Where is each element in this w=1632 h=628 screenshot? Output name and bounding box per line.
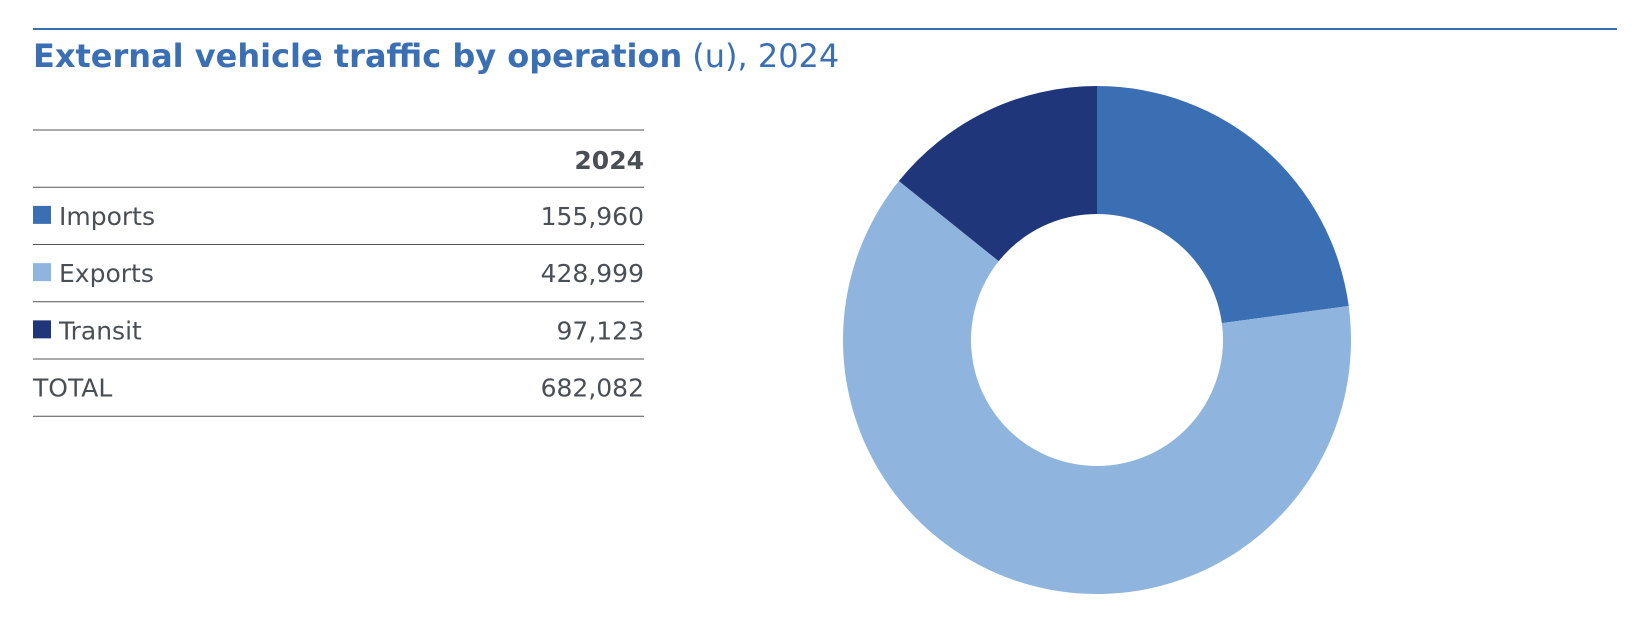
donut-slice — [1097, 86, 1349, 324]
total-label: TOTAL — [32, 374, 112, 403]
row-value: 97,123 — [557, 316, 644, 345]
row-value: 155,960 — [541, 202, 644, 231]
total-value: 682,082 — [541, 374, 644, 403]
legend-swatch — [33, 205, 51, 224]
donut-slice — [898, 86, 1097, 262]
legend-swatch — [33, 320, 51, 339]
title-suffix: (u), 2024 — [692, 37, 839, 75]
column-header: 2024 — [574, 146, 644, 175]
legend-swatch — [33, 263, 51, 282]
row-label: Transit — [58, 316, 142, 345]
row-value: 428,999 — [541, 259, 644, 288]
chart-title: External vehicle traffic by operation (u)… — [33, 37, 839, 75]
donut-slice — [842, 181, 1351, 594]
row-label: Exports — [59, 259, 154, 288]
title-main: External vehicle traffic by operation — [33, 37, 682, 75]
row-label: Imports — [59, 202, 155, 231]
